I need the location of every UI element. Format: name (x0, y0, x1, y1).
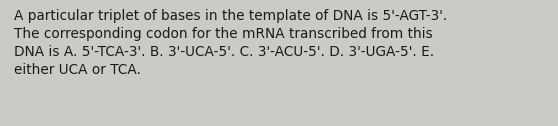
Text: A particular triplet of bases in the template of DNA is 5'-AGT-3'.
The correspon: A particular triplet of bases in the tem… (14, 9, 447, 77)
